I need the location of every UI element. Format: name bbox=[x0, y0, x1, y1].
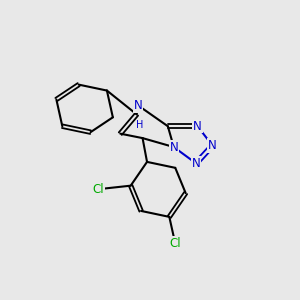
Text: N: N bbox=[192, 157, 200, 170]
Text: N: N bbox=[193, 120, 202, 133]
Text: Cl: Cl bbox=[169, 237, 181, 250]
Text: N: N bbox=[208, 139, 217, 152]
Text: N: N bbox=[134, 99, 142, 112]
Text: H: H bbox=[136, 120, 143, 130]
Text: N: N bbox=[169, 140, 178, 154]
Text: Cl: Cl bbox=[92, 183, 104, 196]
